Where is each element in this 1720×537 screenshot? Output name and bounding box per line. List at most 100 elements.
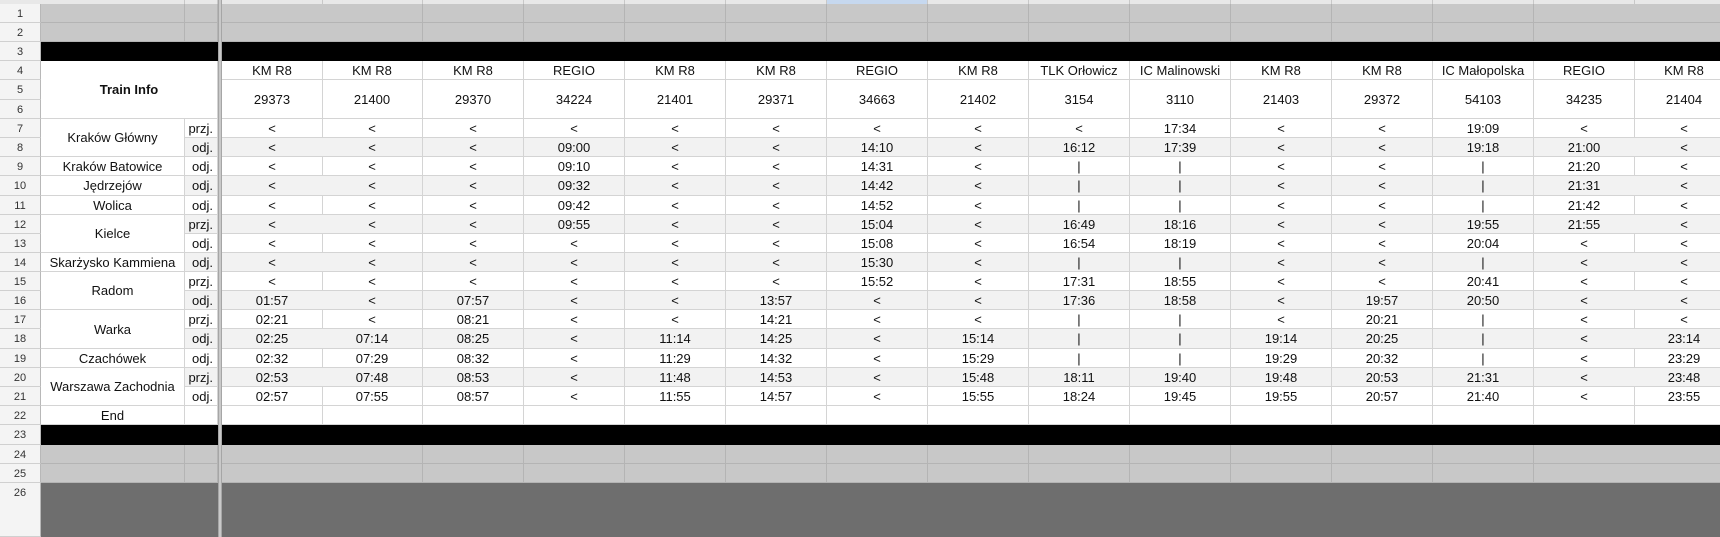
timetable-cell[interactable]: |: [1130, 253, 1231, 272]
timetable-cell[interactable]: 21:00: [1534, 138, 1635, 157]
band-cell[interactable]: [185, 483, 218, 537]
timetable-cell[interactable]: <: [625, 119, 726, 138]
timetable-cell[interactable]: 18:58: [1130, 291, 1231, 310]
timetable-cell[interactable]: 02:57: [222, 387, 323, 406]
timetable-cell[interactable]: 15:52: [827, 272, 928, 291]
arrival-departure-kind[interactable]: odj.: [185, 329, 218, 349]
timetable-cell[interactable]: <: [1534, 368, 1635, 387]
band-cell[interactable]: [322, 42, 423, 61]
row-header[interactable]: 25: [0, 464, 41, 483]
timetable-cell[interactable]: 19:45: [1130, 387, 1231, 406]
train-type-cell[interactable]: KM R8: [1332, 61, 1433, 80]
column-header[interactable]: [41, 0, 185, 4]
timetable-cell[interactable]: <: [928, 234, 1029, 253]
empty-cell[interactable]: [625, 406, 726, 425]
row-header[interactable]: 4: [0, 61, 41, 80]
row-header[interactable]: 12: [0, 215, 41, 234]
band-cell[interactable]: [1231, 464, 1332, 483]
band-cell[interactable]: [423, 445, 524, 464]
timetable-cell[interactable]: |: [1130, 196, 1231, 215]
band-cell[interactable]: [41, 23, 185, 42]
timetable-cell[interactable]: <: [1534, 119, 1635, 138]
train-type-cell[interactable]: IC Malinowski: [1130, 61, 1231, 80]
band-cell[interactable]: [322, 4, 423, 23]
train-type-cell[interactable]: REGIO: [524, 61, 625, 80]
timetable-cell[interactable]: 14:32: [726, 349, 827, 368]
row-header[interactable]: 20: [0, 368, 41, 387]
timetable-cell[interactable]: 11:55: [625, 387, 726, 406]
timetable-cell[interactable]: <: [423, 138, 524, 157]
column-header[interactable]: [1433, 0, 1534, 4]
timetable-cell[interactable]: <: [1634, 176, 1720, 196]
band-cell[interactable]: [222, 483, 323, 537]
train-number-cell[interactable]: 29371: [726, 80, 827, 119]
empty-cell[interactable]: [222, 406, 323, 425]
empty-cell[interactable]: [928, 406, 1029, 425]
timetable-cell[interactable]: <: [1534, 253, 1635, 272]
timetable-cell[interactable]: <: [1332, 272, 1433, 291]
empty-cell[interactable]: [423, 406, 524, 425]
timetable-cell[interactable]: 14:57: [726, 387, 827, 406]
timetable-cell[interactable]: 11:48: [625, 368, 726, 387]
timetable-cell[interactable]: <: [322, 234, 423, 253]
train-number-cell[interactable]: 29373: [222, 80, 323, 119]
timetable-cell[interactable]: <: [524, 349, 625, 368]
band-cell[interactable]: [1433, 445, 1534, 464]
band-cell[interactable]: [1433, 42, 1534, 61]
band-cell[interactable]: [928, 445, 1029, 464]
band-cell[interactable]: [322, 464, 423, 483]
timetable-cell[interactable]: <: [222, 272, 323, 291]
row-header[interactable]: 8: [0, 138, 41, 157]
timetable-cell[interactable]: 16:54: [1029, 234, 1130, 253]
band-cell[interactable]: [1130, 425, 1231, 445]
timetable-cell[interactable]: 15:14: [928, 329, 1029, 349]
empty-cell[interactable]: [1332, 406, 1433, 425]
band-cell[interactable]: [726, 4, 827, 23]
column-header[interactable]: [1130, 0, 1231, 4]
train-type-cell[interactable]: IC Małopolska: [1433, 61, 1534, 80]
band-cell[interactable]: [1130, 4, 1231, 23]
timetable-cell[interactable]: 11:14: [625, 329, 726, 349]
train-number-cell[interactable]: 21402: [928, 80, 1029, 119]
timetable-cell[interactable]: |: [1433, 253, 1534, 272]
timetable-cell[interactable]: <: [1332, 253, 1433, 272]
timetable-cell[interactable]: 08:25: [423, 329, 524, 349]
column-header[interactable]: [928, 0, 1029, 4]
row-header[interactable]: 14: [0, 253, 41, 272]
timetable-cell[interactable]: <: [1231, 272, 1332, 291]
band-cell[interactable]: [41, 425, 185, 445]
timetable-cell[interactable]: 19:09: [1433, 119, 1534, 138]
timetable-cell[interactable]: |: [1433, 176, 1534, 196]
timetable-cell[interactable]: <: [423, 234, 524, 253]
band-cell[interactable]: [1029, 464, 1130, 483]
band-cell[interactable]: [1332, 23, 1433, 42]
timetable-cell[interactable]: <: [928, 119, 1029, 138]
timetable-cell[interactable]: <: [1231, 291, 1332, 310]
timetable-cell[interactable]: <: [322, 119, 423, 138]
train-number-cell[interactable]: 54103: [1433, 80, 1534, 119]
timetable-cell[interactable]: <: [726, 215, 827, 234]
train-type-cell[interactable]: KM R8: [322, 61, 423, 80]
timetable-cell[interactable]: |: [1433, 157, 1534, 176]
band-cell[interactable]: [625, 4, 726, 23]
station-name-cell[interactable]: Warszawa Zachodnia: [41, 368, 185, 406]
band-cell[interactable]: [423, 483, 524, 537]
train-type-cell[interactable]: KM R8: [726, 61, 827, 80]
timetable-cell[interactable]: 18:11: [1029, 368, 1130, 387]
timetable-cell[interactable]: <: [423, 215, 524, 234]
timetable-cell[interactable]: <: [1231, 253, 1332, 272]
band-cell[interactable]: [1634, 23, 1720, 42]
timetable-cell[interactable]: 19:48: [1231, 368, 1332, 387]
row-header[interactable]: 2: [0, 23, 41, 42]
band-cell[interactable]: [1433, 23, 1534, 42]
timetable-cell[interactable]: 15:04: [827, 215, 928, 234]
timetable-cell[interactable]: 15:55: [928, 387, 1029, 406]
timetable-cell[interactable]: <: [928, 196, 1029, 215]
band-cell[interactable]: [41, 445, 185, 464]
timetable-cell[interactable]: 19:40: [1130, 368, 1231, 387]
band-cell[interactable]: [1231, 425, 1332, 445]
timetable-cell[interactable]: <: [827, 387, 928, 406]
band-cell[interactable]: [625, 23, 726, 42]
station-name-cell[interactable]: Warka: [41, 310, 185, 349]
band-cell[interactable]: [222, 464, 323, 483]
